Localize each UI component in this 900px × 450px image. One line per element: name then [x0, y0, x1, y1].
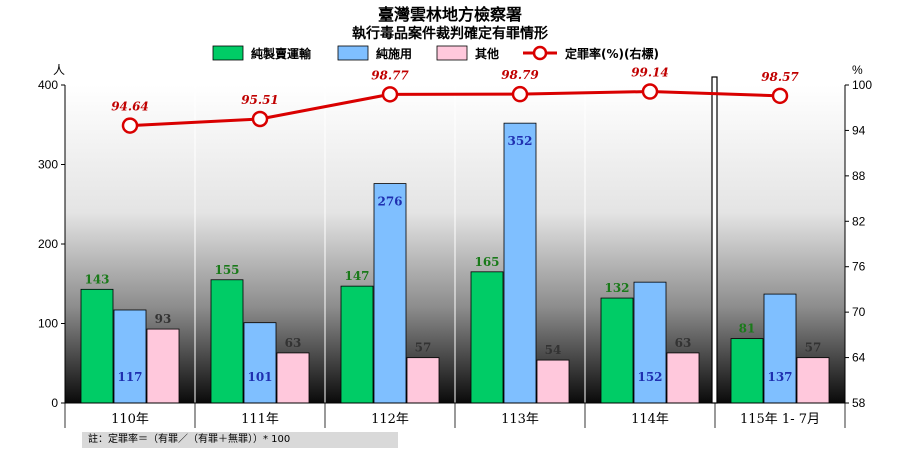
- legend-label: 純施用: [376, 46, 412, 61]
- legend-label: 其他: [475, 46, 499, 61]
- bar-value-label: 155: [214, 263, 239, 277]
- right-tick-label: 64: [852, 351, 866, 365]
- bar-2: [373, 183, 407, 404]
- right-tick-label: 100: [852, 78, 872, 92]
- rate-line: [129, 90, 781, 128]
- right-tick-label: 88: [852, 169, 866, 183]
- bar-3: [796, 357, 830, 404]
- legend-label: 純製賣運輸: [251, 46, 312, 61]
- left-axis: 0 100 200 300 400: [38, 78, 66, 410]
- bar-value-label: 165: [474, 255, 499, 269]
- left-tick-label: 200: [38, 237, 58, 251]
- bar-value-label: 152: [637, 370, 662, 384]
- x-tick-label: 111年: [241, 412, 279, 427]
- right-axis-unit: %: [852, 63, 863, 77]
- bar-1: [210, 279, 244, 404]
- x-tick-label: 110年: [111, 412, 149, 427]
- bar-value-label: 117: [117, 370, 142, 384]
- bar-value-label: 137: [767, 370, 792, 384]
- bar-value-label: 57: [805, 341, 822, 355]
- bar-2: [633, 281, 667, 404]
- bar-value-label: 101: [247, 370, 272, 384]
- rate-marker: [251, 110, 269, 128]
- bar-3: [406, 357, 440, 404]
- right-tick-label: 76: [852, 260, 866, 274]
- bar-value-label: 93: [155, 312, 172, 326]
- bar-value-label: 81: [739, 322, 756, 336]
- rate-line-group: 94.64 95.51 98.77 98.79 99.14 98.57: [111, 66, 799, 134]
- legend: 純製賣運輸 純施用 其他 定罪率(%)(右標): [212, 45, 659, 61]
- bar-2: [113, 309, 147, 404]
- bar-value-label: 276: [377, 195, 402, 209]
- left-tick-label: 300: [38, 158, 58, 172]
- left-axis-unit: 人: [53, 63, 65, 77]
- rate-marker: [121, 117, 139, 134]
- x-axis: 110年 111年 112年 113年 114年 115年 1- 7月: [64, 402, 846, 428]
- bar-1: [730, 338, 764, 404]
- legend-swatch: [436, 45, 468, 61]
- x-tick-label: 115年 1- 7月: [740, 412, 820, 427]
- bar-1: [80, 288, 114, 404]
- bar-3: [146, 328, 180, 404]
- period-divider: [711, 76, 718, 404]
- rate-marker: [381, 86, 399, 103]
- rate-label: 98.79: [501, 68, 539, 82]
- bar-value-label: 132: [604, 281, 629, 295]
- rate-marker: [511, 85, 529, 103]
- bar-value-label: 352: [507, 134, 532, 148]
- bar-value-label: 57: [415, 341, 432, 355]
- right-tick-label: 94: [852, 123, 866, 137]
- right-tick-label: 70: [852, 305, 866, 319]
- bar-value-label: 143: [84, 272, 109, 286]
- bar-value-label: 63: [285, 336, 302, 350]
- rate-label: 98.57: [761, 70, 799, 84]
- right-tick-label: 82: [852, 214, 866, 228]
- x-tick-label: 112年: [371, 412, 409, 427]
- category-dividers: [194, 76, 718, 404]
- chart-subtitle: 執行毒品案件裁判確定有罪情形: [352, 25, 548, 42]
- legend-swatch: [212, 45, 244, 61]
- bar-2: [243, 322, 277, 404]
- rate-label: 98.77: [371, 68, 409, 82]
- footnote: 註：定罪率＝（有罪／（有罪＋無罪））* 100: [82, 432, 398, 448]
- chart-title: 臺灣雲林地方檢察署: [378, 5, 522, 24]
- bar-value-label: 54: [545, 343, 562, 357]
- bar-1: [470, 271, 504, 404]
- bar-label-group: 143 117 93 155 101 63 147 276 57 165 352 54 132 152 63…: [84, 134, 821, 384]
- bar-1: [600, 297, 634, 404]
- legend-line-marker: [532, 45, 548, 61]
- rate-label: 99.14: [631, 66, 669, 80]
- rate-label: 95.51: [241, 93, 279, 107]
- x-tick-label: 114年: [631, 412, 669, 427]
- x-tick-label: 113年: [501, 412, 539, 427]
- bar-3: [536, 359, 570, 404]
- bar-group: [80, 122, 830, 404]
- left-tick-label: 0: [51, 396, 58, 410]
- bar-2: [763, 293, 797, 404]
- right-axis: 58 64 70 76 82 88 94 100: [844, 78, 872, 410]
- bar-value-label: 147: [344, 269, 369, 283]
- rate-label: 94.64: [111, 100, 149, 114]
- bar-value-label: 63: [675, 336, 692, 350]
- legend-label: 定罪率(%)(右標): [565, 46, 659, 61]
- left-tick-label: 100: [38, 317, 58, 331]
- left-tick-label: 400: [38, 78, 58, 92]
- legend-swatch: [337, 45, 369, 61]
- bar-3: [666, 352, 700, 404]
- right-tick-label: 58: [852, 396, 866, 410]
- rate-marker: [771, 87, 789, 105]
- bar-1: [340, 285, 374, 404]
- bar-2: [503, 122, 537, 404]
- rate-marker: [641, 83, 659, 100]
- bar-3: [276, 352, 310, 404]
